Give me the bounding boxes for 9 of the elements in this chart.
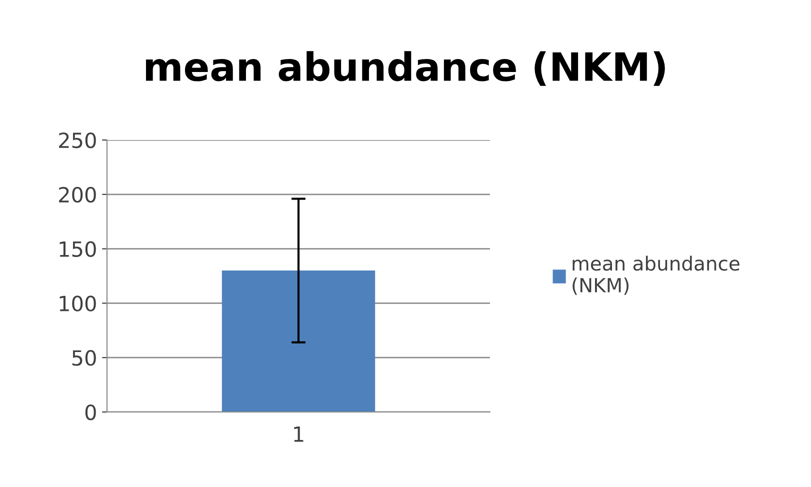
chart-title: mean abundance (NKM) bbox=[146, 51, 665, 86]
y-tick-label: 150 bbox=[60, 241, 96, 258]
y-tick-label: 0 bbox=[85, 404, 96, 420]
x-tick-label: 1 bbox=[294, 426, 304, 442]
legend-label: mean abundance (NKM) bbox=[572, 256, 740, 295]
y-tick-label: 250 bbox=[59, 132, 96, 148]
y-tick-label: 50 bbox=[72, 350, 96, 366]
y-tick-label: 200 bbox=[59, 186, 96, 203]
y-tick-label: 100 bbox=[60, 296, 96, 312]
